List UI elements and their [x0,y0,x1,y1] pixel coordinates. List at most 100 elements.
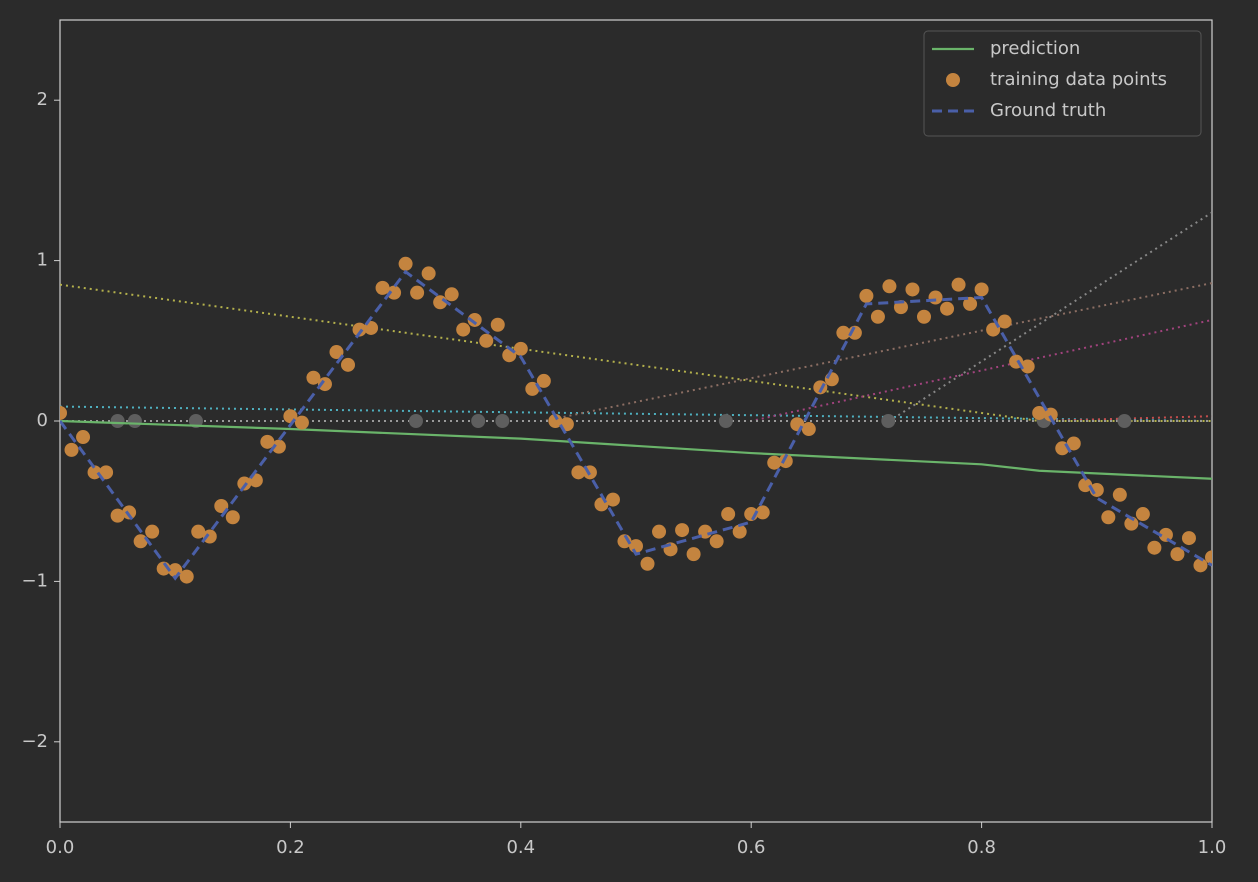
scatter-point [870,309,885,324]
scatter-point [940,301,955,316]
scatter-point [536,373,551,388]
x-tick-label: 0.4 [506,837,535,858]
scatter-point [145,524,160,539]
scatter-point [1078,478,1093,493]
scatter-point [490,317,505,332]
scatter-point [225,510,240,525]
scatter-point [1170,547,1185,562]
scatter-point [421,266,436,281]
scatter-point [721,507,736,522]
scatter-point [963,296,978,311]
scatter-point [1117,414,1132,428]
scatter-point [605,492,620,507]
scatter-point [859,288,874,303]
y-tick-label: 2 [37,89,48,110]
scatter-point [495,414,510,428]
scatter-point [60,405,67,420]
scatter-point [824,372,839,387]
scatter-point [202,529,217,544]
scatter-point [1032,405,1047,420]
scatter-point [306,370,321,385]
scatter-point [1043,407,1058,422]
scatter-point [1158,527,1173,542]
scatter-point [352,322,367,337]
plot-area [60,211,1212,584]
scatter-point [905,282,920,297]
scatter-point [732,524,747,539]
scatter-point [767,455,782,470]
x-tick-label: 0.0 [46,837,75,858]
scatter-point [471,414,486,428]
scatter-point [64,442,79,457]
scatter-point [1181,531,1196,546]
scatter-point [917,309,931,324]
scatter-point [260,434,275,449]
scatter-point [718,414,733,428]
scatter-point [1135,507,1150,522]
x-tick-label: 0.2 [276,837,305,858]
scatter-point [640,556,655,571]
scatter-point [836,325,851,340]
scatter-point [755,505,770,520]
scatter-point [317,377,332,392]
scatter-point [456,322,471,337]
scatter-point [179,569,194,584]
x-tick-label: 1.0 [1198,837,1227,858]
scatter-point [479,333,494,348]
scatter-point [801,422,816,437]
scatter-point [778,454,793,469]
scatter-point [709,534,724,549]
scatter-point [1124,516,1139,531]
scatter-point [928,290,943,305]
scatter-point [271,439,286,454]
scatter-point [1193,558,1208,573]
legend-marker [946,73,960,87]
scatter-point [188,414,203,428]
scatter-point [214,499,229,514]
scatter-point [408,414,423,428]
legend: prediction training data points Ground tru… [923,30,1202,137]
y-tick-label: 0 [37,410,48,431]
legend-box [923,30,1202,137]
scatter-point [76,430,91,445]
scatter-point [629,539,643,554]
scatter-point [467,312,482,327]
scatter-point [99,465,114,480]
legend-label: prediction [990,38,1080,59]
line-solid [60,419,1212,480]
scatter-point [951,277,966,292]
scatter-point [87,465,102,480]
scatter-point [1147,540,1162,555]
line-dashed [60,269,1212,581]
scatter-point [881,414,896,428]
scatter-point [1066,436,1081,451]
scatter-point [652,524,667,539]
y-tick-label: 1 [37,250,48,271]
scatter-point [1020,359,1035,374]
y-tick-label: −2 [21,731,48,752]
scatter-point [548,414,563,428]
legend-label: training data points [990,69,1167,90]
scatter-point [571,465,586,480]
scatter-point [1101,510,1116,525]
scatter-point [110,414,125,428]
scatter-point [410,285,425,300]
scatter-point [974,282,989,297]
scatter-point [675,523,690,538]
scatter-point [341,357,355,372]
scatter-point [997,314,1012,329]
x-tick-label: 0.6 [737,837,766,858]
scatter-point [329,345,344,360]
scatter-point [882,279,897,294]
scatter-point [237,476,252,491]
line-dotted [60,405,1212,422]
scatter-point [133,534,148,549]
scatter-point [294,415,309,430]
y-tick-label: −1 [21,570,48,591]
scatter-point [122,505,137,520]
legend-label: Ground truth [990,100,1106,121]
x-tick-label: 0.8 [967,837,996,858]
scatter-point [127,414,142,428]
